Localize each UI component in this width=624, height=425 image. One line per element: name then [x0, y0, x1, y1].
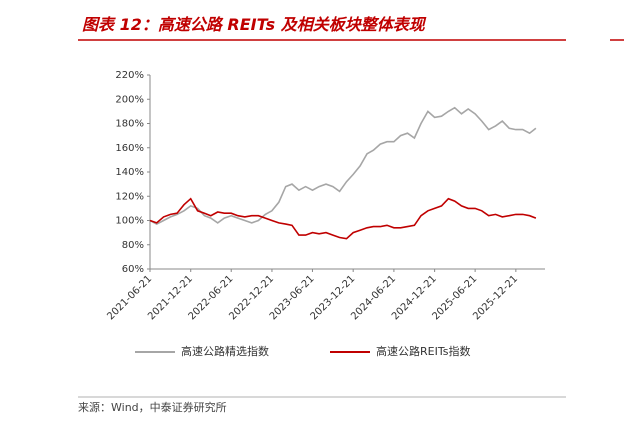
y-tick-label: 220% [115, 70, 144, 81]
y-tick-label: 200% [115, 94, 144, 105]
legend-label: 高速公路精选指数 [181, 344, 269, 358]
y-tick-label: 120% [115, 191, 144, 202]
y-tick-label: 60% [122, 264, 144, 275]
chart-title: 图表 12：高速公路 REITs 及相关板块整体表现 [82, 15, 427, 34]
y-tick-label: 160% [115, 143, 144, 154]
series-line [149, 106, 537, 226]
source: 来源：Wind，中泰证券研究所 [78, 400, 227, 414]
y-tick-label: 100% [115, 216, 144, 227]
y-tick-label: 80% [122, 240, 144, 251]
series-line [149, 197, 537, 240]
y-tick-label: 180% [115, 119, 144, 130]
legend-label: 高速公路REITs指数 [376, 344, 470, 358]
y-tick-label: 140% [115, 167, 144, 178]
